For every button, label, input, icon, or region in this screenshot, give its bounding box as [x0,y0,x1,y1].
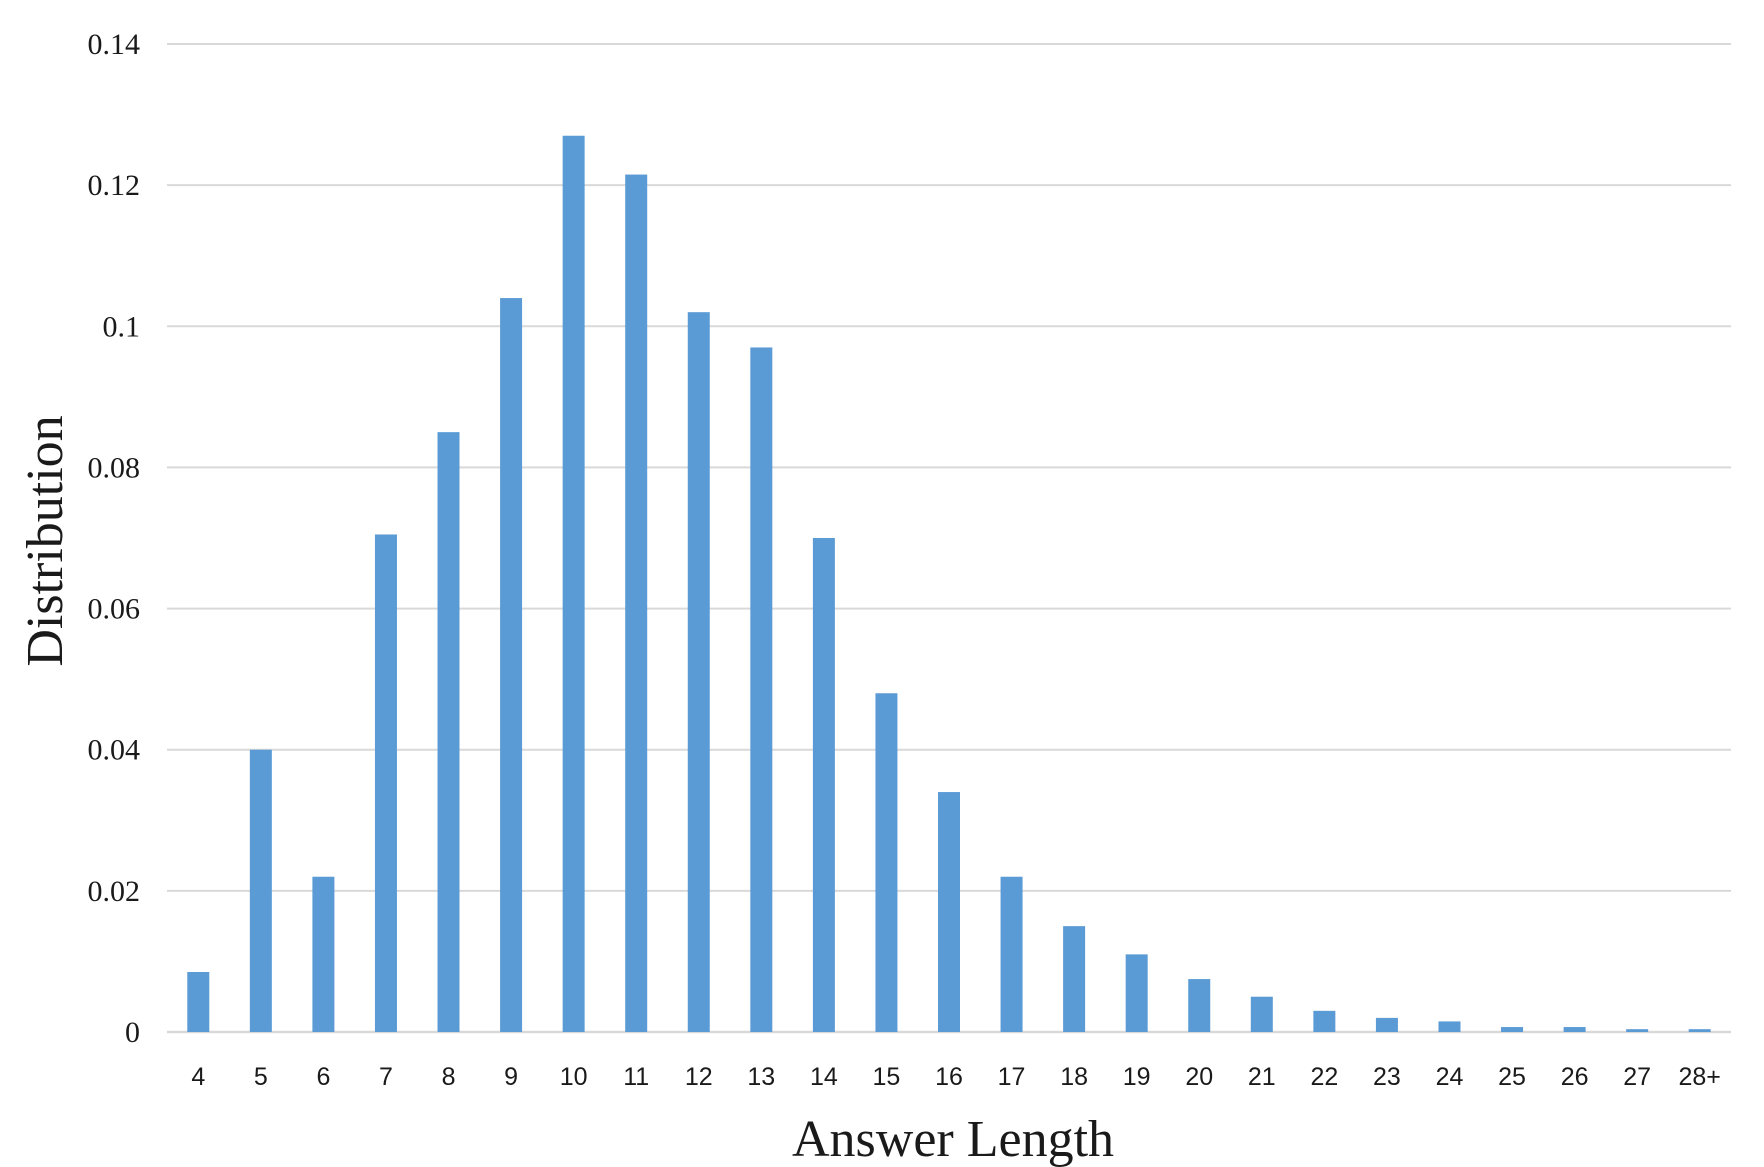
x-tick-label: 10 [560,1063,588,1091]
x-tick-label: 14 [810,1063,838,1091]
y-tick-label: 0 [125,1016,140,1049]
x-tick-label: 15 [873,1063,901,1091]
bar-18 [1063,926,1086,1032]
bar-25 [1501,1027,1524,1032]
x-tick-label: 8 [442,1063,456,1091]
bar-15 [875,693,898,1032]
y-axis-ticks: 0 0.02 0.04 0.06 0.08 0.1 0.12 0.14 [88,28,141,1049]
bar-11 [625,174,648,1033]
bar-24 [1438,1021,1461,1032]
x-tick-label: 26 [1561,1063,1589,1091]
y-tick-label: 0.06 [88,593,141,626]
x-tick-label: 16 [935,1063,963,1091]
bar-12 [687,312,710,1033]
x-tick-label: 17 [998,1063,1026,1091]
x-tick-label: 4 [191,1063,205,1091]
x-tick-label: 22 [1310,1063,1338,1091]
bar-23 [1375,1017,1398,1032]
bar-10 [562,135,585,1032]
x-tick-label: 20 [1185,1063,1213,1091]
bar-14 [812,538,835,1032]
y-tick-label: 0.02 [88,875,141,908]
bar-4 [187,972,210,1032]
bar-20 [1188,979,1211,1032]
x-tick-label: 18 [1060,1063,1088,1091]
x-axis-title: Answer Length [792,1111,1114,1167]
bar-26 [1563,1027,1586,1032]
bar-22 [1313,1010,1336,1032]
x-tick-label: 25 [1498,1063,1526,1091]
x-tick-label: 12 [685,1063,713,1091]
x-tick-label: 27 [1623,1063,1651,1091]
x-tick-label: 5 [254,1063,268,1091]
bar-17 [1000,876,1023,1032]
x-tick-label: 19 [1123,1063,1151,1091]
bars [187,135,1711,1033]
bar-13 [750,347,773,1032]
x-tick-label: 23 [1373,1063,1401,1091]
bar-19 [1125,954,1148,1032]
bar-28-plus [1688,1029,1711,1032]
y-tick-label: 0.08 [88,451,141,484]
y-tick-label: 0.1 [103,310,141,343]
bar-8 [437,432,460,1033]
x-tick-label: 24 [1436,1063,1464,1091]
x-tick-label: 7 [379,1063,393,1091]
bar-16 [938,792,960,1032]
bar-21 [1250,996,1273,1032]
x-tick-label: 21 [1248,1063,1276,1091]
x-tick-label: 9 [504,1063,518,1091]
gridlines [167,43,1731,1034]
bar-7 [374,534,397,1032]
bar-27 [1626,1029,1649,1032]
bar-6 [312,876,335,1032]
y-axis-title: Distribution [17,415,74,666]
x-tick-label: 11 [623,1063,649,1091]
x-tick-label: 28+ [1679,1063,1721,1091]
x-tick-label: 13 [747,1063,775,1091]
x-tick-label: 6 [316,1063,330,1091]
bar-9 [500,298,523,1032]
y-tick-label: 0.12 [88,169,141,202]
x-axis-ticks: 4 5 6 7 8 9 10 11 12 13 14 15 16 17 18 19 20 21 22 23 24 25 26… [191,1063,1721,1091]
y-tick-label: 0.04 [88,734,141,767]
y-tick-label: 0.14 [88,28,141,61]
bar-5 [249,749,272,1032]
